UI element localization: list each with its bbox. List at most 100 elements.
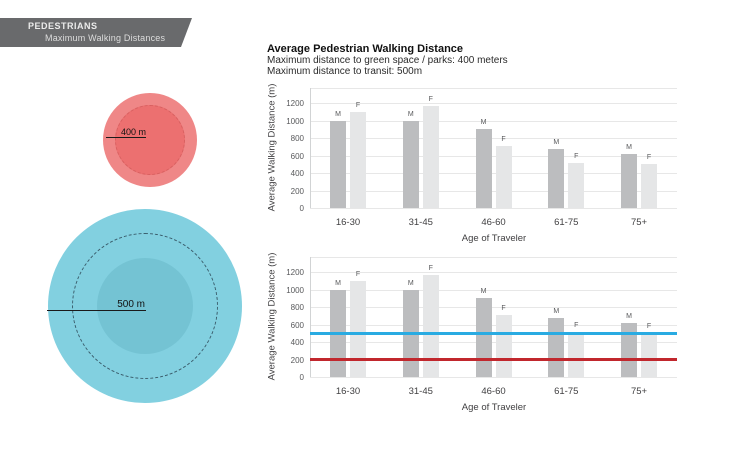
bar-m-31-45	[402, 120, 419, 208]
bar-series-label-f: F	[574, 152, 579, 160]
x-tick-label: 46-60	[481, 217, 506, 228]
gridline-800	[310, 307, 677, 308]
y-tick-label: 800	[290, 134, 304, 143]
gridline-800	[310, 138, 677, 139]
bar-series-label-m: M	[553, 139, 560, 147]
bar-series-label-f: F	[355, 101, 361, 109]
x-axis-title: Age of Traveler	[461, 233, 527, 244]
y-tick-label: 600	[290, 320, 304, 330]
gridline-0	[310, 377, 677, 378]
x-tick-label: 61-75	[554, 386, 579, 397]
y-tick-label: 1000	[286, 116, 304, 126]
transit-radius-circle-inner	[97, 258, 193, 354]
y-tick-label: 400	[290, 338, 304, 347]
y-tick-label: 800	[290, 303, 304, 312]
chart-subtitle-green-space: Maximum distance to green space / parks:…	[267, 55, 508, 66]
y-tick-label: 200	[290, 186, 304, 196]
header-subtitle: Maximum Walking Distances	[45, 33, 166, 43]
gridline-1000	[310, 289, 677, 291]
x-axis-title: Age of Traveler	[461, 402, 527, 413]
x-tick-label: 75+	[630, 217, 648, 228]
bar-series-label-m: M	[626, 143, 632, 151]
x-tick-label: 46-60	[481, 386, 506, 397]
green-space-radius-label: 400 m	[120, 127, 146, 137]
gridline-600	[310, 155, 677, 157]
y-tick-label: 600	[290, 151, 304, 161]
bar-series-label-m: M	[626, 312, 632, 320]
bar-series-label-m: M	[553, 308, 560, 316]
bar-series-label-m: M	[335, 110, 341, 118]
gridline-0	[310, 208, 677, 209]
bar-m-75+	[621, 153, 637, 208]
y-tick-label: 0	[299, 204, 304, 213]
y-axis-line	[310, 88, 311, 208]
bar-m-61-75	[548, 318, 565, 377]
bar-series-label-f: F	[501, 304, 506, 312]
gridline-200	[310, 190, 677, 192]
header-banner: PEDESTRIANS Maximum Walking Distances	[0, 18, 192, 47]
bar-series-label-m: M	[407, 110, 414, 118]
gridline-400	[310, 342, 677, 343]
y-tick-label: 0	[299, 373, 304, 382]
bar-series-label-f: F	[646, 154, 652, 162]
threshold-line-500	[310, 331, 677, 335]
bar-m-75+	[621, 322, 637, 377]
bar-f-75+	[641, 164, 657, 208]
bar-f-16-30	[350, 111, 366, 208]
x-tick-label: 31-45	[408, 386, 433, 397]
bar-f-46-60	[495, 145, 512, 208]
chart-subtitle-transit: Maximum distance to transit: 500m	[267, 66, 423, 77]
bar-m-61-75	[548, 149, 565, 208]
green-space-radius-line	[106, 137, 146, 138]
y-tick-label: 1200	[286, 99, 304, 108]
bar-series-label-f: F	[646, 323, 652, 331]
y-axis-line	[310, 257, 311, 377]
bar-series-label-m: M	[407, 279, 414, 287]
gridline-400	[310, 173, 677, 174]
bar-series-label-f: F	[574, 321, 579, 329]
bar-series-label-m: M	[335, 279, 341, 287]
y-axis-title: Average Walking Distance (m)	[266, 252, 278, 381]
bar-f-61-75	[568, 162, 585, 208]
bar-series-label-f: F	[428, 264, 433, 272]
bar-series-label-m: M	[480, 288, 487, 296]
y-tick-label: 1200	[286, 268, 304, 277]
bar-f-46-60	[495, 314, 512, 377]
x-tick-label: 16-30	[335, 217, 361, 228]
plot-top-border	[310, 257, 677, 258]
y-tick-label: 1000	[286, 285, 304, 295]
bar-f-31-45	[422, 274, 439, 377]
bar-m-46-60	[475, 298, 492, 377]
threshold-line-200	[310, 358, 677, 361]
bar-m-46-60	[475, 129, 492, 208]
bar-series-label-f: F	[501, 135, 506, 143]
transit-radius-line	[47, 310, 146, 311]
transit-radius-dashed-ring	[72, 233, 218, 379]
x-tick-label: 16-30	[335, 386, 361, 397]
transit-radius-label: 500 m	[117, 299, 145, 310]
green-space-radius-circle-inner	[115, 105, 185, 175]
y-tick-label: 200	[290, 355, 304, 365]
x-tick-label: 31-45	[408, 217, 433, 228]
x-tick-label: 75+	[630, 386, 648, 397]
header-title: PEDESTRIANS	[28, 21, 98, 31]
bar-f-61-75	[568, 331, 585, 377]
gridline-1200	[310, 103, 677, 104]
bar-series-label-f: F	[428, 95, 433, 103]
gridline-600	[310, 324, 677, 326]
gridline-1000	[310, 120, 677, 122]
plot-top-border	[310, 88, 677, 89]
bar-f-16-30	[350, 280, 366, 377]
bar-f-31-45	[422, 105, 439, 208]
x-tick-label: 61-75	[554, 217, 579, 228]
bar-series-label-f: F	[355, 270, 361, 278]
chart-title: Average Pedestrian Walking Distance	[267, 43, 464, 55]
bar-series-label-m: M	[480, 119, 487, 127]
y-tick-label: 400	[290, 169, 304, 178]
bar-m-16-30	[330, 120, 346, 208]
bar-f-75+	[641, 333, 657, 377]
gridline-1200	[310, 272, 677, 273]
